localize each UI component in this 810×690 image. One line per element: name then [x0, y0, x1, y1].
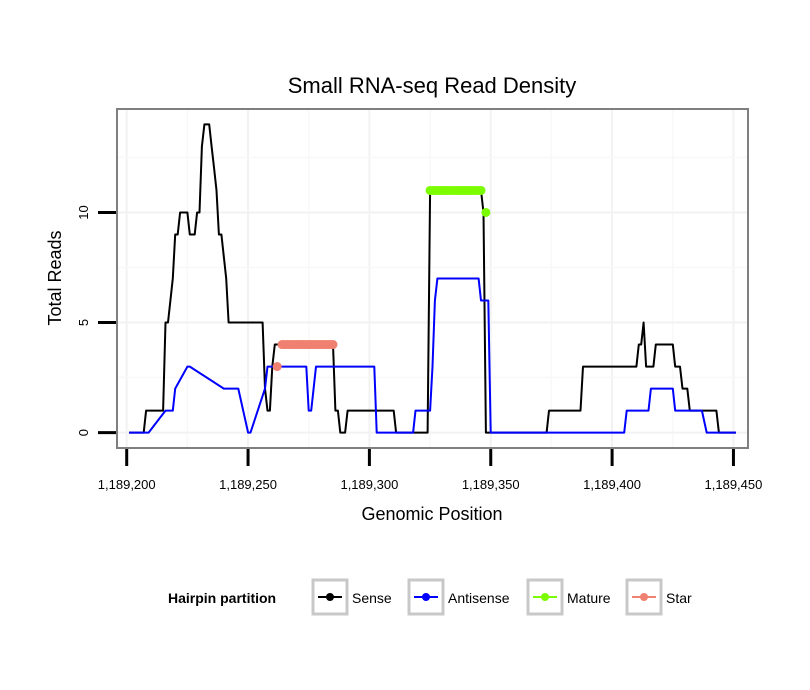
x-tick-label: 1,189,250: [219, 477, 277, 492]
legend: Sense Antisense Mature Star: [311, 578, 692, 616]
legend-key-point: [640, 593, 648, 601]
legend-key-point: [326, 593, 334, 601]
y-axis: 0 5 10: [76, 205, 116, 436]
legend-label-antisense: Antisense: [448, 590, 510, 606]
point-mature: [481, 207, 491, 217]
series-line-sense: [129, 123, 736, 434]
legend-title: Hairpin partition: [168, 590, 276, 606]
x-tick-label: 1,189,450: [705, 477, 763, 492]
chart-title: Small RNA-seq Read Density: [288, 73, 577, 98]
point-star: [272, 362, 282, 372]
x-axis-title: Genomic Position: [361, 504, 502, 524]
y-tick-label: 10: [76, 205, 91, 219]
legend-label-mature: Mature: [567, 590, 611, 606]
series-line-antisense: [129, 277, 736, 434]
x-axis: 1,189,200 1,189,250 1,189,300 1,189,350 1,18…: [98, 449, 763, 492]
plot-area: [129, 123, 736, 434]
legend-label-sense: Sense: [352, 590, 392, 606]
x-tick-label: 1,189,350: [462, 477, 520, 492]
x-tick-label: 1,189,400: [583, 477, 641, 492]
legend-label-star: Star: [666, 590, 692, 606]
gridlines: [117, 109, 748, 448]
plot-border: [116, 108, 749, 449]
legend-key-point: [422, 593, 430, 601]
point-mature: [476, 185, 486, 195]
y-axis-title: Total Reads: [45, 230, 65, 325]
y-tick-label: 5: [76, 319, 91, 326]
point-star: [328, 340, 338, 350]
x-tick-label: 1,189,300: [340, 477, 398, 492]
y-tick-label: 0: [76, 429, 91, 436]
legend-key-point: [541, 593, 549, 601]
x-tick-label: 1,189,200: [98, 477, 156, 492]
